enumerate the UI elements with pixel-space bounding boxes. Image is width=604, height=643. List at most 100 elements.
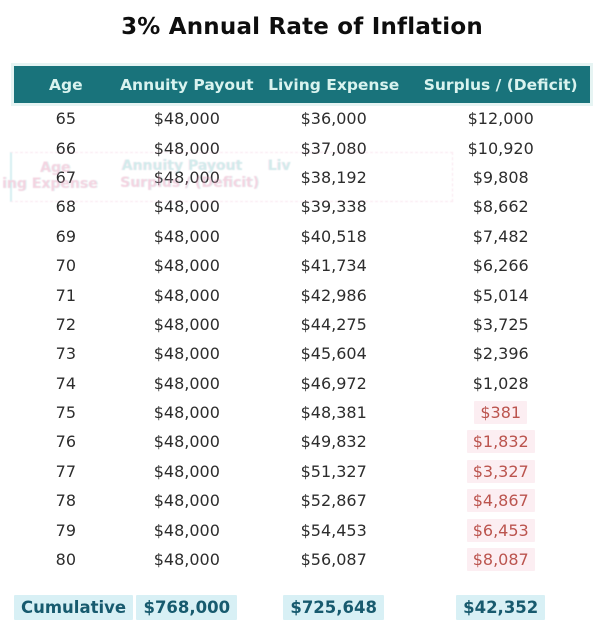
surplus-deficit-cell: $2,396: [411, 344, 590, 363]
surplus-deficit-value: $6,453: [466, 518, 535, 542]
age-cell: 70: [55, 256, 77, 276]
column-header-surplus-deficit: Surplus / (Deficit): [423, 75, 578, 94]
surplus-deficit-cell: $6,453: [411, 518, 590, 542]
surplus-deficit-value: $9,808: [472, 167, 529, 187]
annuity-payout-cell: $48,000: [153, 167, 220, 187]
surplus-deficit-cell: $3,725: [411, 315, 590, 334]
surplus-deficit-value: $381: [474, 401, 528, 425]
surplus-deficit-value: $12,000: [467, 109, 534, 129]
surplus-deficit-value: $7,482: [472, 226, 529, 246]
surplus-deficit-value: $3,725: [472, 314, 529, 334]
age-cell: 76: [55, 432, 77, 452]
living-expense-cell: $36,000: [300, 109, 367, 129]
table-row: 68 $48,000 $39,338 $8,662: [14, 192, 590, 221]
annuity-payout-cell: $48,000: [153, 432, 220, 452]
living-expense-cell: $48,381: [300, 403, 367, 423]
table-row: 69 $48,000 $40,518 $7,482: [14, 222, 590, 251]
table-row: 74 $48,000 $46,972 $1,028: [14, 369, 590, 398]
annuity-payout-cell: $48,000: [153, 491, 220, 511]
surplus-deficit-cell: $3,327: [411, 459, 590, 483]
surplus-deficit-value: $6,266: [472, 256, 529, 276]
column-header-living-expense: Living Expense: [268, 75, 400, 94]
surplus-deficit-cell: $381: [411, 401, 590, 425]
age-cell: 75: [55, 403, 77, 423]
annuity-payout-cell: $48,000: [153, 373, 220, 393]
living-expense-cell: $52,867: [300, 491, 367, 511]
living-expense-cell: $44,275: [300, 314, 367, 334]
surplus-deficit-cell: $9,808: [411, 168, 590, 187]
cumulative-expense-cell: $725,648: [256, 594, 412, 620]
surplus-deficit-cell: $7,482: [411, 227, 590, 246]
living-expense-cell: $38,192: [300, 167, 367, 187]
cumulative-payout: $768,000: [136, 594, 238, 620]
annuity-payout-cell: $48,000: [153, 520, 220, 540]
age-cell: 77: [55, 461, 77, 481]
annuity-payout-cell: $48,000: [153, 403, 220, 423]
column-header-annuity-payout: Annuity Payout: [120, 75, 254, 94]
table-row: 67 $48,000 $38,192 $9,808: [14, 163, 590, 192]
annuity-payout-cell: $48,000: [153, 314, 220, 334]
table-row: 66 $48,000 $37,080 $10,920: [14, 133, 590, 162]
annuity-payout-cell: $48,000: [153, 461, 220, 481]
living-expense-cell: $45,604: [300, 344, 367, 364]
age-cell: 72: [55, 314, 77, 334]
living-expense-cell: $46,972: [300, 373, 367, 393]
table-row: 75 $48,000 $48,381 $381: [14, 398, 590, 427]
surplus-deficit-cell: $12,000: [411, 109, 590, 128]
cumulative-payout-cell: $768,000: [118, 594, 256, 620]
page-title: 3% Annual Rate of Inflation: [121, 14, 483, 40]
age-cell: 66: [55, 138, 77, 158]
age-cell: 78: [55, 491, 77, 511]
table-body: 65 $48,000 $36,000 $12,000 66 $48,000 $3…: [14, 104, 590, 574]
annuity-payout-cell: $48,000: [153, 285, 220, 305]
table-row: 79 $48,000 $54,453 $6,453: [14, 515, 590, 544]
living-expense-cell: $54,453: [300, 520, 367, 540]
surplus-deficit-cell: $4,867: [411, 489, 590, 513]
living-expense-cell: $41,734: [300, 256, 367, 276]
living-expense-cell: $56,087: [300, 550, 367, 570]
surplus-deficit-value: $8,662: [472, 197, 529, 217]
surplus-deficit-cell: $1,028: [411, 374, 590, 393]
table-header: Age Annuity Payout Living Expense Surplu…: [14, 66, 590, 103]
living-expense-cell: $42,986: [300, 285, 367, 305]
annuity-payout-cell: $48,000: [153, 138, 220, 158]
surplus-deficit-cell: $8,662: [411, 197, 590, 216]
surplus-deficit-value: $8,087: [466, 548, 535, 572]
age-cell: 73: [55, 344, 77, 364]
age-cell: 80: [55, 550, 77, 570]
table-row: 76 $48,000 $49,832 $1,832: [14, 427, 590, 456]
table-row: 70 $48,000 $41,734 $6,266: [14, 251, 590, 280]
age-cell: 69: [55, 226, 77, 246]
surplus-deficit-value: $2,396: [472, 344, 529, 364]
table-row: 78 $48,000 $52,867 $4,867: [14, 486, 590, 515]
table-row: 77 $48,000 $51,327 $3,327: [14, 457, 590, 486]
table-row: 65 $48,000 $36,000 $12,000: [14, 104, 590, 133]
table-row: 71 $48,000 $42,986 $5,014: [14, 280, 590, 309]
surplus-deficit-value: $5,014: [472, 285, 529, 305]
surplus-deficit-value: $4,867: [466, 489, 535, 513]
living-expense-cell: $40,518: [300, 226, 367, 246]
cumulative-label-cell: Cumulative: [14, 594, 134, 620]
surplus-deficit-cell: $10,920: [411, 139, 590, 158]
age-cell: 74: [55, 373, 77, 393]
table-row: 80 $48,000 $56,087 $8,087: [14, 545, 590, 574]
annuity-payout-cell: $48,000: [153, 226, 220, 246]
age-cell: 65: [55, 109, 77, 129]
cumulative-surplus-cell: $42,352: [411, 594, 590, 620]
annuity-payout-cell: $48,000: [153, 256, 220, 276]
surplus-deficit-cell: $1,832: [411, 430, 590, 454]
column-header-age: Age: [49, 75, 83, 94]
annuity-payout-cell: $48,000: [153, 197, 220, 217]
surplus-deficit-cell: $5,014: [411, 286, 590, 305]
surplus-deficit-cell: $8,087: [411, 548, 590, 572]
cumulative-row: Cumulative $768,000 $725,648 $42,352: [14, 592, 590, 622]
surplus-deficit-value: $1,028: [472, 373, 529, 393]
surplus-deficit-value: $3,327: [466, 459, 535, 483]
surplus-deficit-cell: $6,266: [411, 256, 590, 275]
living-expense-cell: $39,338: [300, 197, 367, 217]
annuity-payout-cell: $48,000: [153, 344, 220, 364]
age-cell: 68: [55, 197, 77, 217]
living-expense-cell: $37,080: [300, 138, 367, 158]
age-cell: 79: [55, 520, 77, 540]
